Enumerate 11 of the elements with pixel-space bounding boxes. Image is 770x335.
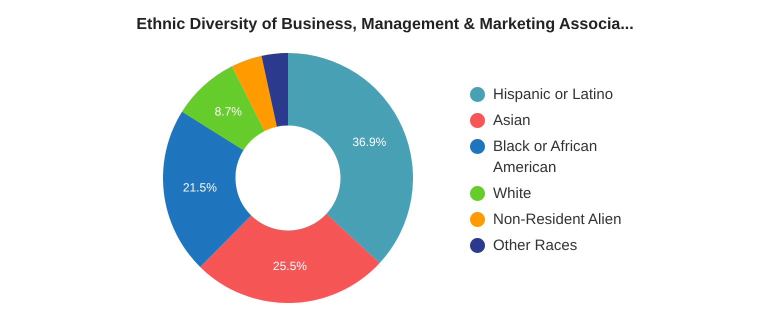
chart-title: Ethnic Diversity of Business, Management & Marketing Associa... (135, 16, 635, 34)
legend-label: Non-Resident Alien (493, 210, 622, 230)
data-label: 36.9% (352, 134, 387, 149)
legend-label: Hispanic or Latino (493, 85, 614, 105)
legend-label: White (493, 184, 532, 204)
data-label: 25.5% (272, 259, 308, 274)
data-label: 21.5% (182, 180, 218, 195)
legend-label: Black or African American (493, 137, 598, 178)
data-label: 8.7% (214, 104, 242, 119)
legend-label: Asian (493, 111, 532, 131)
legend-label: Other Races (493, 236, 578, 256)
